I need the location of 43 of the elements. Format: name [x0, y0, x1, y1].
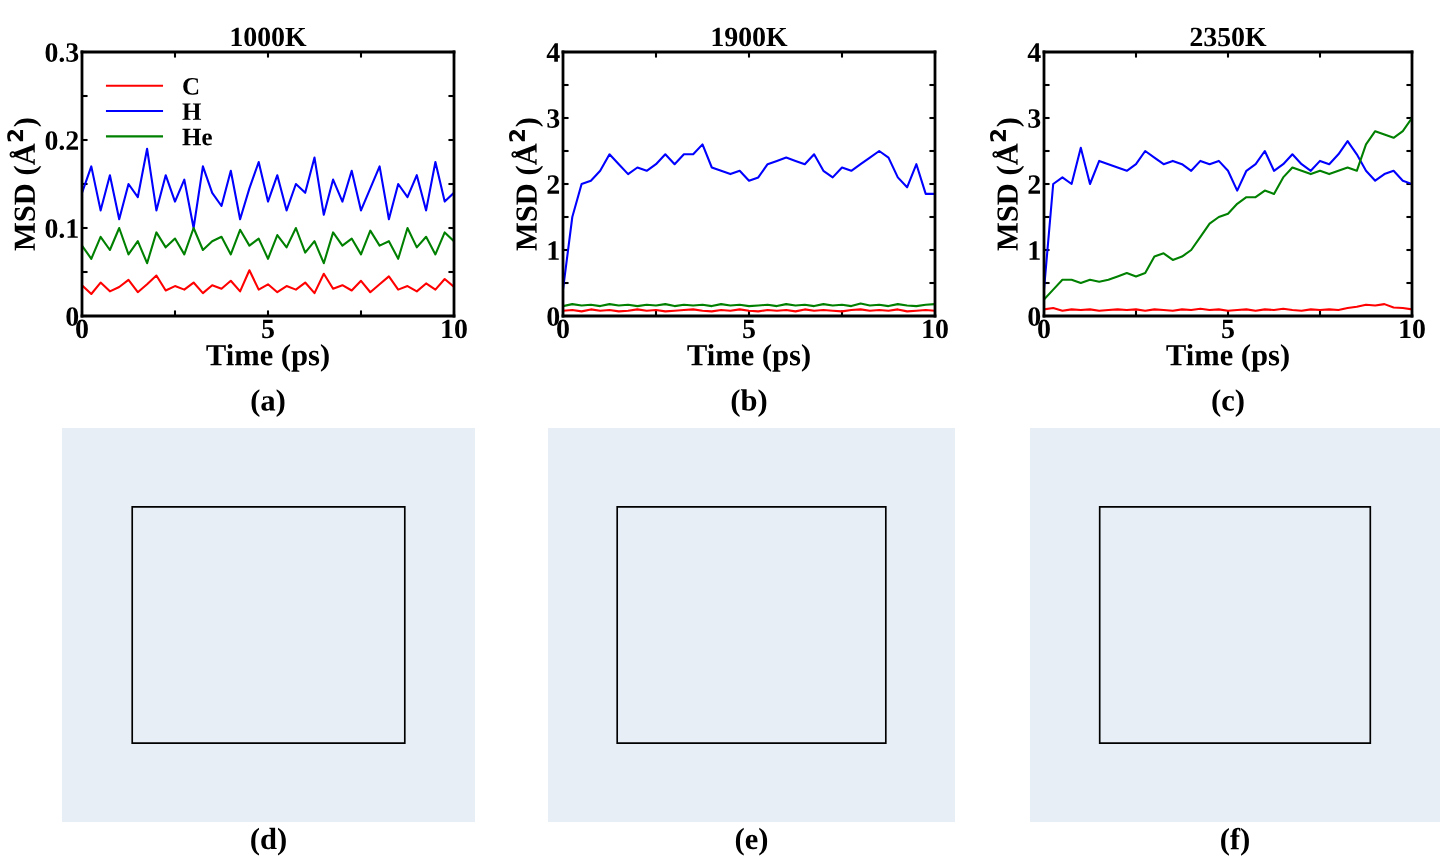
- y-tick-label: 0: [66, 307, 79, 326]
- y-tick-label: 1: [548, 241, 559, 260]
- y-axis-title: MSD (Å$^{2}$): [7, 118, 42, 251]
- x-tick-label: 10: [442, 319, 467, 339]
- x-axis-title: Time (ps): [687, 343, 810, 372]
- legend-label: He: [182, 128, 212, 146]
- y-tick-label: 2: [1028, 175, 1041, 194]
- text: (c): [1212, 389, 1244, 417]
- y-tick-label: 0: [547, 307, 560, 326]
- x-axis-title: Time (ps): [1166, 343, 1289, 372]
- line-series: [82, 269, 454, 296]
- line-series: [1044, 116, 1412, 301]
- text: (d): [251, 827, 286, 856]
- x-tick-label: 5: [743, 319, 755, 339]
- y-tick-label: 0.1: [45, 219, 78, 239]
- y-axis-title: MSD (Å$^{2}$): [509, 118, 544, 251]
- text: (a): [251, 389, 285, 417]
- y-tick-label: 0: [1028, 307, 1041, 326]
- x-tick-label: 10: [923, 319, 948, 339]
- chart-title: 1000K: [231, 27, 307, 47]
- y-axis-title: MSD (Å$^{2}$): [990, 118, 1025, 251]
- x-tick-label: 10: [1400, 319, 1425, 339]
- y-tick-label: 4: [1027, 43, 1041, 62]
- y-tick-label: 4: [546, 43, 560, 62]
- legend-label: C: [183, 77, 199, 95]
- chart-title: 2350K: [1190, 27, 1267, 47]
- x-tick-label: 5: [262, 319, 274, 339]
- text: (b): [731, 389, 767, 417]
- y-tick-label: 3: [547, 109, 560, 128]
- y-tick-label: 2: [547, 175, 560, 194]
- y-tick-label: 0.2: [45, 131, 79, 151]
- x-tick-label: 5: [1222, 319, 1234, 339]
- y-tick-label: 1: [1029, 241, 1040, 260]
- x-axis-title: Time (ps): [206, 343, 329, 372]
- line-series: [82, 226, 454, 265]
- text: (f): [1221, 827, 1249, 856]
- line-series: [82, 147, 454, 230]
- chart-title: 1900K: [712, 27, 788, 47]
- text: (e): [735, 827, 768, 856]
- line-series: [1044, 303, 1412, 312]
- y-tick-label: 0.3: [45, 43, 79, 63]
- y-tick-label: 3: [1028, 109, 1041, 128]
- legend-label: H: [182, 103, 202, 120]
